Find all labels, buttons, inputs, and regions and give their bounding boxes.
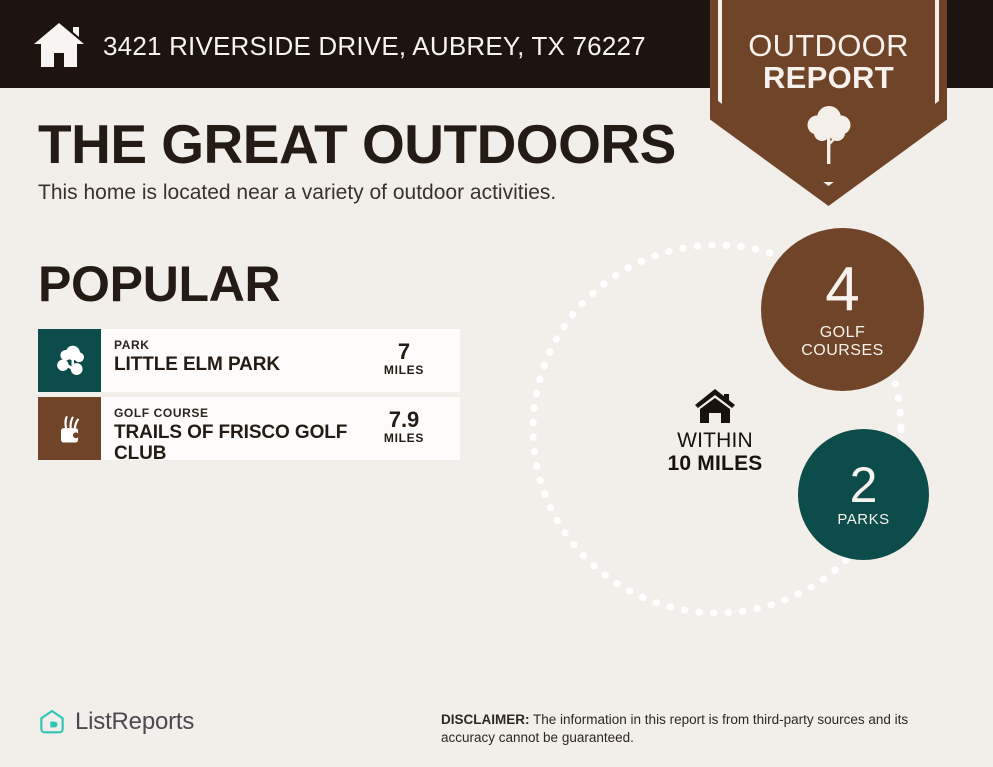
stat-label: PARKS bbox=[837, 510, 890, 528]
distance-unit: MILES bbox=[383, 431, 425, 446]
stat-label: GOLF COURSES bbox=[801, 324, 884, 359]
page-subtitle: This home is located near a variety of o… bbox=[38, 181, 557, 204]
stat-value: 4 bbox=[825, 254, 860, 324]
within-label-line-2: 10 MILES bbox=[667, 452, 763, 476]
golf-bag-icon bbox=[38, 397, 101, 460]
disclaimer: DISCLAIMER: The information in this repo… bbox=[441, 711, 961, 747]
popular-list: PARK LITTLE ELM PARK 7 MILES bbox=[38, 329, 460, 465]
distance-unit: MILES bbox=[383, 363, 425, 378]
stat-circle-golf-courses: 4 GOLF COURSES bbox=[761, 228, 924, 391]
park-trees-icon bbox=[38, 329, 101, 392]
home-icon bbox=[695, 389, 735, 423]
listreports-house-tag-icon bbox=[40, 709, 64, 734]
listreports-wordmark: ListReports bbox=[75, 708, 195, 735]
list-item[interactable]: GOLF COURSE TRAILS OF FRISCO GOLF CLUB 7… bbox=[38, 397, 460, 460]
disclaimer-text: The information in this report is from t… bbox=[441, 712, 909, 746]
list-item[interactable]: PARK LITTLE ELM PARK 7 MILES bbox=[38, 329, 460, 392]
list-item-text: GOLF COURSE TRAILS OF FRISCO GOLF CLUB bbox=[114, 406, 362, 460]
list-item-category: GOLF COURSE bbox=[114, 406, 209, 420]
distance-value: 7.9 bbox=[388, 407, 420, 432]
listreports-logo[interactable]: ListReports bbox=[38, 708, 194, 736]
badge-line-1: OUTDOOR bbox=[748, 28, 909, 63]
list-item-name: LITTLE ELM PARK bbox=[114, 353, 280, 375]
page-title: THE GREAT OUTDOORS bbox=[38, 113, 676, 175]
dotted-ring-decoration bbox=[529, 241, 905, 617]
list-item-distance: 7.9 MILES bbox=[362, 408, 446, 445]
within-label-line-1: WITHIN bbox=[677, 429, 753, 452]
badge-line-2: REPORT bbox=[763, 60, 894, 95]
section-title-popular: POPULAR bbox=[38, 256, 281, 312]
property-address: 3421 RIVERSIDE DRIVE, AUBREY, TX 76227 bbox=[103, 31, 646, 61]
distance-value: 7 bbox=[397, 339, 411, 364]
disclaimer-label: DISCLAIMER: bbox=[441, 712, 530, 727]
stat-circle-parks: 2 PARKS bbox=[798, 429, 929, 560]
stat-label-line-1: GOLF bbox=[819, 324, 866, 342]
stat-label-line-2: COURSES bbox=[801, 341, 884, 359]
list-item-text: PARK LITTLE ELM PARK bbox=[114, 338, 362, 375]
list-item-category: PARK bbox=[114, 338, 150, 352]
within-radius-callout: WITHIN 10 MILES bbox=[630, 388, 800, 476]
list-item-distance: 7 MILES bbox=[362, 340, 446, 377]
list-item-name: TRAILS OF FRISCO GOLF CLUB bbox=[114, 421, 348, 460]
tree-icon bbox=[806, 103, 852, 165]
home-icon bbox=[31, 17, 87, 73]
badge-inner-border bbox=[718, 0, 939, 186]
stat-value: 2 bbox=[849, 456, 878, 513]
